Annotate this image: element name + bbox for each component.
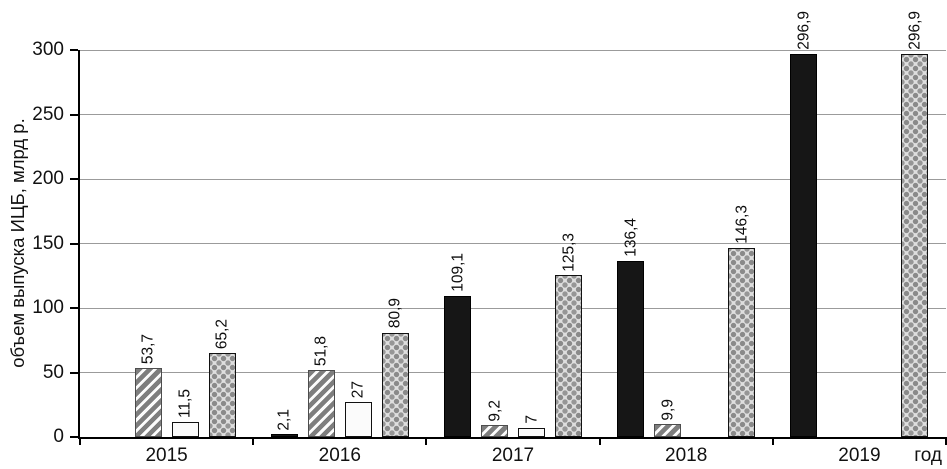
x-category-label-2015: 2015 xyxy=(145,445,188,466)
bar-value-label: 7 xyxy=(522,415,540,424)
bar-value-label: 51,8 xyxy=(312,336,330,367)
y-tick-150 xyxy=(70,242,78,245)
bar-dotted-texture-2016 xyxy=(381,332,409,437)
bar-solid-black-2017 xyxy=(444,296,471,437)
gridline-200 xyxy=(80,178,946,180)
bar-value-label: 296,9 xyxy=(795,11,813,50)
plot-area: 0 50 100 150 200 250 300 2015 2016 2017 2018 2019 53… xyxy=(32,11,947,466)
bar-value-label: 9,2 xyxy=(485,399,503,422)
y-tick-300 xyxy=(70,49,78,51)
bar-plain-white-2015 xyxy=(171,422,199,437)
x-axis-title: год xyxy=(914,445,942,466)
x-tick-5 xyxy=(945,437,947,445)
x-category-label-2018: 2018 xyxy=(665,445,708,466)
bar-dotted-texture-2019 xyxy=(901,54,929,437)
y-tick-label-300: 300 xyxy=(32,39,64,60)
bar-value-label: 109,1 xyxy=(448,253,466,293)
bar-solid-black-2016 xyxy=(270,434,298,437)
y-tick-label-0: 0 xyxy=(53,426,64,447)
bar-diagonal-hatch-2017 xyxy=(481,425,508,437)
bar-diagonal-hatch-2016 xyxy=(307,370,335,437)
x-tick-4 xyxy=(771,437,774,445)
y-tick-label-100: 100 xyxy=(32,297,64,318)
bar-plain-white-2017 xyxy=(518,427,545,437)
bar-dotted-texture-2018 xyxy=(728,248,756,437)
x-tick-0 xyxy=(79,437,81,445)
bar-diagonal-hatch-2015 xyxy=(134,367,162,437)
gridline-150 xyxy=(80,243,946,244)
y-tick-200 xyxy=(70,178,78,180)
gridline-300 xyxy=(80,49,946,51)
x-tick-3 xyxy=(598,437,601,445)
bar-value-label: 125,3 xyxy=(559,232,577,272)
bar-solid-black-2019 xyxy=(790,54,818,437)
bar-value-label: 65,2 xyxy=(213,318,231,349)
y-tick-label-50: 50 xyxy=(42,361,64,383)
bar-value-label: 9,9 xyxy=(659,398,677,421)
bar-dotted-texture-2017 xyxy=(555,275,582,437)
y-tick-0 xyxy=(70,436,78,438)
x-tick-1 xyxy=(252,437,255,445)
x-category-label-2017: 2017 xyxy=(491,445,535,466)
x-category-label-2019: 2019 xyxy=(838,445,881,466)
gridline-100 xyxy=(80,307,946,309)
y-tick-label-150: 150 xyxy=(32,232,64,254)
bar-value-label: 2,1 xyxy=(275,408,293,431)
bar-plain-white-2016 xyxy=(344,402,372,437)
x-category-label-2016: 2016 xyxy=(318,445,361,466)
bar-solid-black-2018 xyxy=(617,261,645,437)
y-tick-label-250: 250 xyxy=(32,103,64,125)
bar-value-label: 53,7 xyxy=(139,333,157,364)
x-tick-2 xyxy=(425,437,428,445)
bar-value-label: 27 xyxy=(349,380,367,399)
y-tick-250 xyxy=(70,113,78,116)
bar-value-label: 80,9 xyxy=(386,298,404,329)
bar-value-label: 136,4 xyxy=(622,218,640,258)
gridline-50 xyxy=(80,372,946,373)
bar-value-label: 296,9 xyxy=(906,11,924,50)
y-tick-100 xyxy=(70,307,78,309)
bar-diagonal-hatch-2018 xyxy=(654,424,682,437)
gridline-250 xyxy=(80,114,946,115)
bar-value-label: 11,5 xyxy=(176,389,194,419)
bar-value-label: 146,3 xyxy=(733,205,751,245)
bar-dotted-texture-2015 xyxy=(208,352,236,437)
y-tick-50 xyxy=(70,371,78,374)
y-tick-label-200: 200 xyxy=(32,168,64,189)
